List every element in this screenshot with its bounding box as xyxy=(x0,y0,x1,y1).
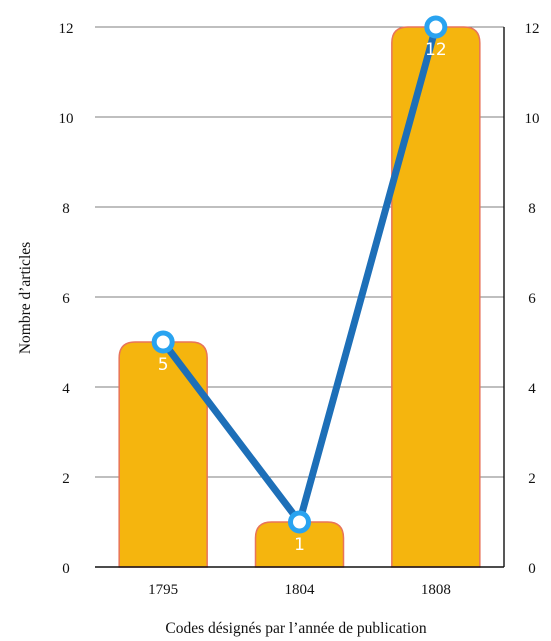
y-axis-ticks: 0 2 4 6 8 10 12 xyxy=(59,21,74,577)
y-axis-right-ticks: 0 2 4 6 8 10 12 xyxy=(525,21,540,577)
x-axis-title: Codes désignés par l’année de publicatio… xyxy=(165,620,427,637)
data-label: 12 xyxy=(425,40,447,60)
data-label: 5 xyxy=(158,355,169,375)
data-label: 1 xyxy=(294,535,305,555)
x-axis-ticks: 1795 1804 1808 xyxy=(148,582,451,598)
markers xyxy=(151,15,448,534)
bar xyxy=(391,26,481,568)
y-tick-label-right: 0 xyxy=(528,561,536,577)
y-tick-label-right: 10 xyxy=(525,111,540,127)
x-tick-label: 1804 xyxy=(285,582,316,598)
y-tick-label: 4 xyxy=(62,381,70,397)
y-tick-label-right: 6 xyxy=(528,291,536,307)
line-marker xyxy=(424,15,448,39)
axes xyxy=(95,27,505,568)
bar xyxy=(254,521,345,568)
y-tick-label-right: 8 xyxy=(528,201,536,217)
line-marker xyxy=(288,510,311,534)
y-tick-label: 6 xyxy=(62,291,70,307)
y-tick-label-right: 12 xyxy=(525,21,540,37)
y-tick-label: 0 xyxy=(62,561,70,577)
bar xyxy=(118,341,208,568)
y-tick-label: 2 xyxy=(62,471,70,487)
y-tick-label-right: 2 xyxy=(528,471,536,487)
bars xyxy=(118,26,481,568)
x-tick-label: 1795 xyxy=(148,582,178,598)
x-tick-label: 1808 xyxy=(421,582,451,598)
y-tick-label-right: 4 xyxy=(528,381,536,397)
data-labels: 5 1 12 xyxy=(158,40,447,555)
y-tick-label: 8 xyxy=(62,201,70,217)
y-tick-label: 12 xyxy=(59,21,74,37)
y-tick-label: 10 xyxy=(59,111,74,127)
y-axis-title: Nombre d’articles xyxy=(17,242,34,354)
line-marker xyxy=(151,330,175,354)
